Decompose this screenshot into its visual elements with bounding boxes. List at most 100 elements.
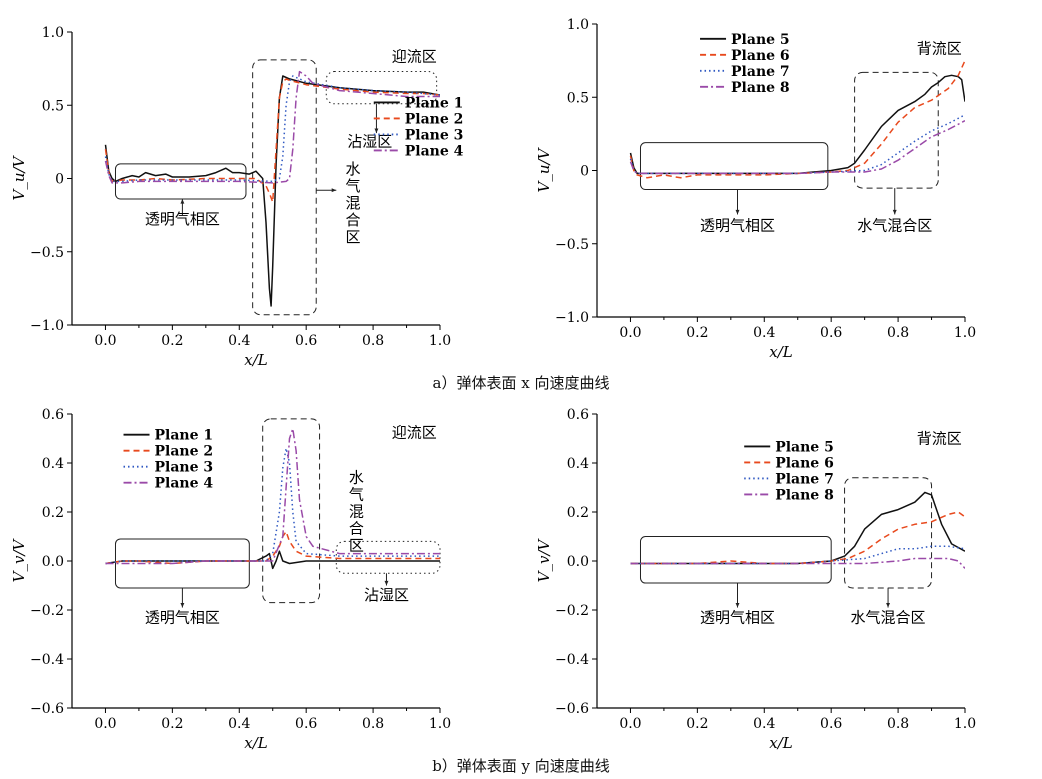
- legend-entry: Plane 1: [155, 428, 214, 444]
- annotation-label: 沾湿区: [364, 586, 409, 604]
- series-line-plane-7: [630, 545, 965, 565]
- annotation-label: 水气混合区: [346, 160, 361, 246]
- y-axis-label: V_u/V: [535, 146, 553, 192]
- legend-entry: Plane 8: [775, 487, 834, 503]
- x-tick-label: 0.6: [820, 325, 842, 341]
- series-line-plane-5: [629, 74, 965, 175]
- y-tick-label: 0.2: [567, 505, 589, 521]
- arrowhead-icon: [331, 188, 337, 193]
- x-tick-label: 1.0: [429, 716, 451, 732]
- x-tick-label: 0.6: [295, 716, 317, 732]
- legend-entry: Plane 7: [775, 471, 834, 487]
- series-line-plane-2: [105, 530, 440, 565]
- y-tick-label: 0: [580, 164, 589, 180]
- chart-a-left: 0.0 0.2 0.4 0.6 0.8 1.0 −1.0 −0.5 0 0.5 1.0 x/L V_u/…: [10, 25, 464, 369]
- region-label: 背流区: [917, 39, 962, 57]
- annotation-label: 水气混合区: [857, 217, 932, 235]
- arrowhead-icon: [892, 209, 897, 215]
- series-line-plane-8: [629, 120, 965, 175]
- annotation-label: 透明气相区: [700, 608, 775, 626]
- x-tick-label: 0.8: [362, 716, 384, 732]
- annotation-box: [844, 477, 933, 589]
- y-tick-label: 0.5: [567, 90, 589, 106]
- annotation-box: [335, 540, 441, 574]
- legend-entry: Plane 6: [731, 48, 790, 64]
- legend-entry: Plane 6: [775, 455, 834, 471]
- legend-entry: Plane 5: [731, 32, 790, 48]
- caption-a: a）弹体表面 x 向速度曲线: [432, 374, 610, 392]
- legend-entry: Plane 2: [155, 444, 214, 460]
- chart-a-right: 0.0 0.2 0.4 0.6 0.8 1.0 −1.0 −0.5 0 0.5 1.0 x/L V_u/…: [535, 17, 976, 361]
- x-tick-label: 0.4: [753, 716, 775, 732]
- x-tick-label: 0.8: [887, 325, 909, 341]
- y-tick-label: −0.6: [30, 701, 64, 717]
- y-tick-label: 0.6: [567, 407, 589, 423]
- x-tick-label: 0.8: [362, 333, 384, 349]
- legend-entry: Plane 7: [731, 64, 790, 80]
- x-tick-label: 0.0: [94, 716, 116, 732]
- y-tick-label: 0.0: [42, 554, 64, 570]
- arrowhead-icon: [735, 209, 740, 215]
- annotation-label: 水气混合区: [349, 469, 364, 555]
- y-tick-label: 1.0: [42, 25, 64, 41]
- y-tick-label: 0.0: [567, 554, 589, 570]
- annotation-box: [262, 418, 321, 604]
- x-tick-label: 0.4: [228, 716, 250, 732]
- y-tick-label: −0.4: [555, 652, 589, 668]
- y-tick-label: −0.5: [555, 237, 589, 253]
- x-tick-label: 0.2: [686, 716, 708, 732]
- x-tick-label: 0.0: [94, 333, 116, 349]
- legend-entry: Plane 8: [731, 80, 790, 96]
- y-axis-label: V_v/V: [535, 537, 553, 582]
- arrowhead-icon: [180, 602, 185, 608]
- series-line-plane-4: [105, 427, 440, 565]
- legend-entry: Plane 3: [155, 460, 214, 476]
- series-line-plane-4: [104, 70, 440, 184]
- legend-entry: Plane 5: [775, 439, 834, 455]
- x-tick-label: 0.4: [228, 333, 250, 349]
- y-tick-label: 0.4: [42, 456, 64, 472]
- caption-b: b）弹体表面 y 向速度曲线: [432, 757, 610, 775]
- annotation-box: [639, 142, 829, 191]
- x-tick-label: 1.0: [954, 325, 976, 341]
- x-tick-label: 0.6: [820, 716, 842, 732]
- x-axis-label: x/L: [769, 734, 793, 752]
- legend-entry: Plane 4: [155, 476, 214, 492]
- y-tick-label: 0.6: [42, 407, 64, 423]
- x-tick-label: 1.0: [429, 333, 451, 349]
- y-tick-label: 1.0: [567, 17, 589, 33]
- y-tick-label: −0.2: [555, 603, 589, 619]
- annotation-label: 透明气相区: [145, 608, 220, 626]
- series-line-plane-3: [105, 447, 440, 565]
- y-tick-label: −1.0: [30, 318, 64, 334]
- arrowhead-icon: [384, 580, 389, 586]
- legend-entry: Plane 3: [405, 127, 464, 143]
- x-tick-label: 0.4: [753, 325, 775, 341]
- y-tick-label: 0.4: [567, 456, 589, 472]
- series-line-plane-6: [630, 511, 965, 565]
- y-axis-label: V_u/V: [10, 154, 28, 200]
- x-tick-label: 0.6: [295, 333, 317, 349]
- y-tick-label: −0.4: [30, 652, 64, 668]
- region-label: 背流区: [917, 429, 962, 447]
- legend-entry: Plane 1: [405, 95, 464, 111]
- annotation-box: [854, 71, 939, 189]
- legend-entry: Plane 2: [405, 111, 464, 127]
- series-line-plane-7: [629, 114, 965, 175]
- y-tick-label: −1.0: [555, 310, 589, 326]
- y-tick-label: 0.2: [42, 505, 64, 521]
- x-tick-label: 0.2: [161, 716, 183, 732]
- annotation-label: 透明气相区: [145, 210, 220, 228]
- chart-b-left: 0.0 0.2 0.4 0.6 0.8 1.0 −0.6 −0.4 −0.2 0.0 0.2 0.4 0…: [10, 407, 451, 752]
- x-tick-label: 0.0: [619, 325, 641, 341]
- annotation-box: [639, 536, 832, 584]
- series-line-plane-8: [630, 557, 965, 569]
- y-tick-label: 0.5: [42, 98, 64, 114]
- arrowhead-icon: [180, 199, 185, 204]
- series-line-plane-2: [104, 78, 440, 203]
- x-axis-label: x/L: [244, 734, 268, 752]
